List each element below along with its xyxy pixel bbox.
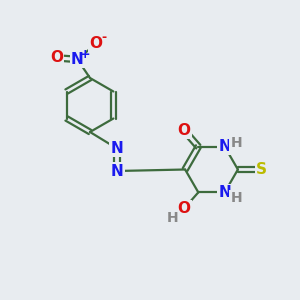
- Text: S: S: [256, 162, 267, 177]
- Text: N: N: [111, 164, 123, 178]
- Text: O: O: [89, 36, 103, 51]
- Text: -: -: [102, 31, 107, 44]
- Text: O: O: [177, 123, 190, 138]
- Text: H: H: [230, 136, 242, 150]
- Text: H: H: [230, 191, 242, 205]
- Text: O: O: [50, 50, 63, 65]
- Text: N: N: [218, 185, 231, 200]
- Text: N: N: [218, 139, 231, 154]
- Text: +: +: [80, 47, 90, 61]
- Text: N: N: [71, 52, 84, 67]
- Text: O: O: [177, 201, 190, 216]
- Text: N: N: [111, 141, 123, 156]
- Text: H: H: [167, 211, 178, 225]
